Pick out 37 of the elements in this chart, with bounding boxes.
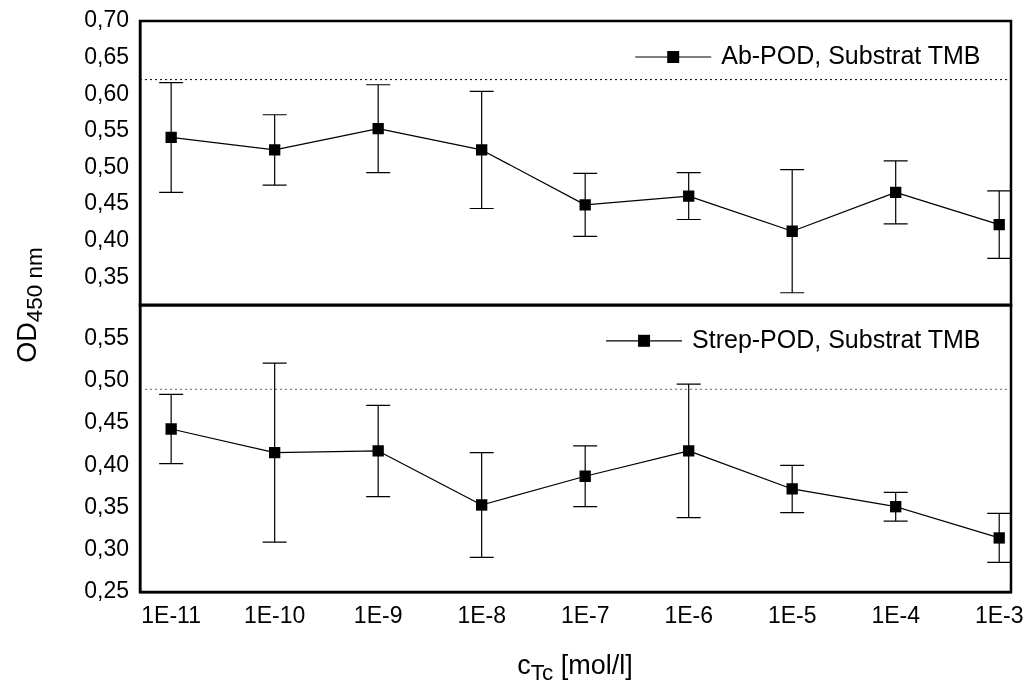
legend-label: Strep-POD, Substrat TMB — [692, 324, 981, 353]
point — [165, 423, 177, 435]
point — [683, 445, 695, 457]
y-tick-label: 0,40 — [84, 226, 129, 253]
y-tick-label: 0,50 — [84, 366, 129, 393]
point — [683, 190, 695, 202]
y-tick-label: 0,65 — [84, 42, 129, 69]
y-tick-label: 0,55 — [84, 323, 129, 350]
x-tick-label: 1E-3 — [974, 602, 1024, 629]
point — [786, 483, 798, 495]
x-tick-label: 1E-6 — [664, 602, 713, 629]
x-tick-label: 1E-7 — [560, 602, 610, 629]
x-tick-label: 1E-5 — [767, 602, 817, 629]
point — [476, 499, 488, 511]
y-tick-label: 0,45 — [84, 408, 129, 435]
y-tick-label: 0,70 — [84, 6, 129, 33]
y-tick-label: 0,25 — [84, 577, 129, 604]
point — [269, 144, 281, 156]
point — [579, 199, 591, 211]
point — [993, 532, 1005, 544]
point — [372, 445, 384, 457]
y-tick-label: 0,35 — [84, 492, 129, 519]
y-tick-label: 0,60 — [84, 79, 129, 106]
x-tick-label: 1E-9 — [353, 602, 403, 629]
y-tick-label: 0,45 — [84, 189, 129, 216]
y-tick-label: 0,30 — [84, 535, 129, 562]
x-tick-label: 1E-8 — [457, 602, 506, 629]
point — [476, 144, 488, 156]
y-tick-label: 0,50 — [84, 152, 129, 179]
x-tick-label: 1E-4 — [871, 602, 921, 629]
y-tick-label: 0,40 — [84, 450, 129, 477]
x-tick-label: 1E-10 — [243, 602, 306, 629]
y-tick-label: 0,35 — [84, 262, 129, 289]
y-tick-label: 0,55 — [84, 116, 129, 143]
x-tick-label: 1E-11 — [141, 602, 201, 629]
x-axis-title: c$_{Tc}$ [mol/l] — [517, 650, 633, 687]
legend-label: Ab-POD, Substrat TMB — [721, 40, 981, 69]
